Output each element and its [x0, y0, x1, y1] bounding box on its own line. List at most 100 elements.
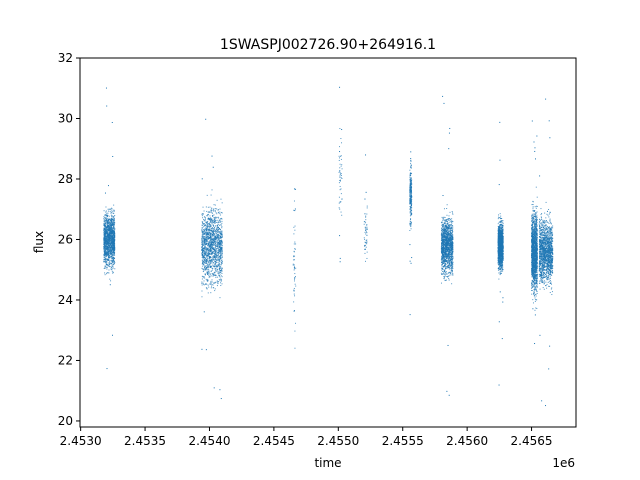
data-point — [111, 334, 113, 336]
data-point — [211, 252, 213, 254]
data-point — [106, 226, 108, 228]
data-point — [220, 254, 222, 256]
data-point — [502, 227, 504, 229]
data-point — [443, 243, 445, 245]
data-point — [210, 230, 212, 232]
data-point — [108, 236, 110, 238]
data-point — [212, 251, 214, 253]
data-point — [213, 250, 215, 252]
data-point — [201, 225, 203, 227]
data-point — [110, 242, 112, 244]
data-point — [211, 250, 213, 252]
data-point — [108, 262, 110, 264]
data-point — [209, 241, 211, 243]
data-point — [214, 290, 216, 292]
data-point — [341, 177, 343, 179]
data-point — [111, 209, 113, 211]
data-point — [293, 209, 295, 211]
data-point — [218, 256, 220, 258]
data-point — [208, 246, 210, 248]
data-point — [409, 210, 411, 212]
data-point — [219, 240, 221, 242]
data-point — [448, 217, 450, 219]
data-point — [207, 234, 209, 236]
data-point — [206, 238, 208, 240]
data-point — [204, 245, 206, 247]
data-point — [449, 265, 451, 267]
data-point — [212, 252, 214, 254]
data-point — [205, 241, 207, 243]
data-point — [409, 229, 411, 231]
data-point — [446, 390, 448, 392]
data-point — [110, 243, 112, 245]
data-point — [211, 220, 213, 222]
data-point — [212, 287, 214, 289]
data-point — [105, 222, 107, 224]
data-point — [202, 265, 204, 267]
data-point — [218, 243, 220, 245]
data-point — [409, 185, 411, 187]
data-point — [447, 260, 449, 262]
data-point — [211, 238, 213, 240]
data-point — [440, 272, 442, 274]
data-point — [446, 271, 448, 273]
data-point — [445, 242, 447, 244]
data-point — [104, 225, 106, 227]
data-point — [215, 244, 217, 246]
data-point — [204, 277, 206, 279]
data-point — [104, 254, 106, 256]
data-point — [452, 221, 454, 223]
data-point — [107, 265, 109, 267]
data-point — [209, 245, 211, 247]
data-point — [202, 222, 204, 224]
data-point — [103, 224, 105, 226]
data-point — [410, 158, 412, 160]
data-point — [448, 264, 450, 266]
data-point — [107, 234, 109, 236]
data-point — [220, 271, 222, 273]
data-point — [445, 220, 447, 222]
data-point — [219, 252, 221, 254]
data-point — [293, 301, 295, 303]
data-point — [206, 242, 208, 244]
data-point — [410, 185, 412, 187]
data-point — [220, 250, 222, 252]
data-point — [113, 238, 115, 240]
data-point — [444, 239, 446, 241]
data-point — [107, 254, 109, 256]
data-point — [340, 158, 342, 160]
data-point — [204, 230, 206, 232]
data-point — [214, 241, 216, 243]
data-point — [112, 243, 114, 245]
data-point — [103, 227, 105, 229]
data-point — [221, 260, 223, 262]
data-point — [443, 245, 445, 247]
data-point — [444, 223, 446, 225]
data-point — [206, 260, 208, 262]
data-point — [451, 250, 453, 252]
data-point — [104, 236, 106, 238]
data-point — [448, 226, 450, 228]
data-point — [410, 196, 412, 198]
data-point — [221, 222, 223, 224]
data-point — [446, 262, 448, 264]
data-point — [451, 221, 453, 223]
data-point — [451, 260, 453, 262]
data-point — [445, 246, 447, 248]
data-point — [212, 269, 214, 271]
data-point — [207, 237, 209, 239]
data-point — [208, 276, 210, 278]
data-point — [204, 260, 206, 262]
data-point — [104, 225, 106, 227]
data-point — [103, 254, 105, 256]
data-point — [210, 251, 212, 253]
data-point — [108, 242, 110, 244]
data-point — [109, 209, 111, 211]
data-point — [111, 240, 113, 242]
data-point — [448, 132, 450, 134]
data-point — [215, 250, 217, 252]
data-point — [451, 227, 453, 229]
data-point — [204, 266, 206, 268]
data-point — [215, 236, 217, 238]
data-point — [444, 249, 446, 251]
